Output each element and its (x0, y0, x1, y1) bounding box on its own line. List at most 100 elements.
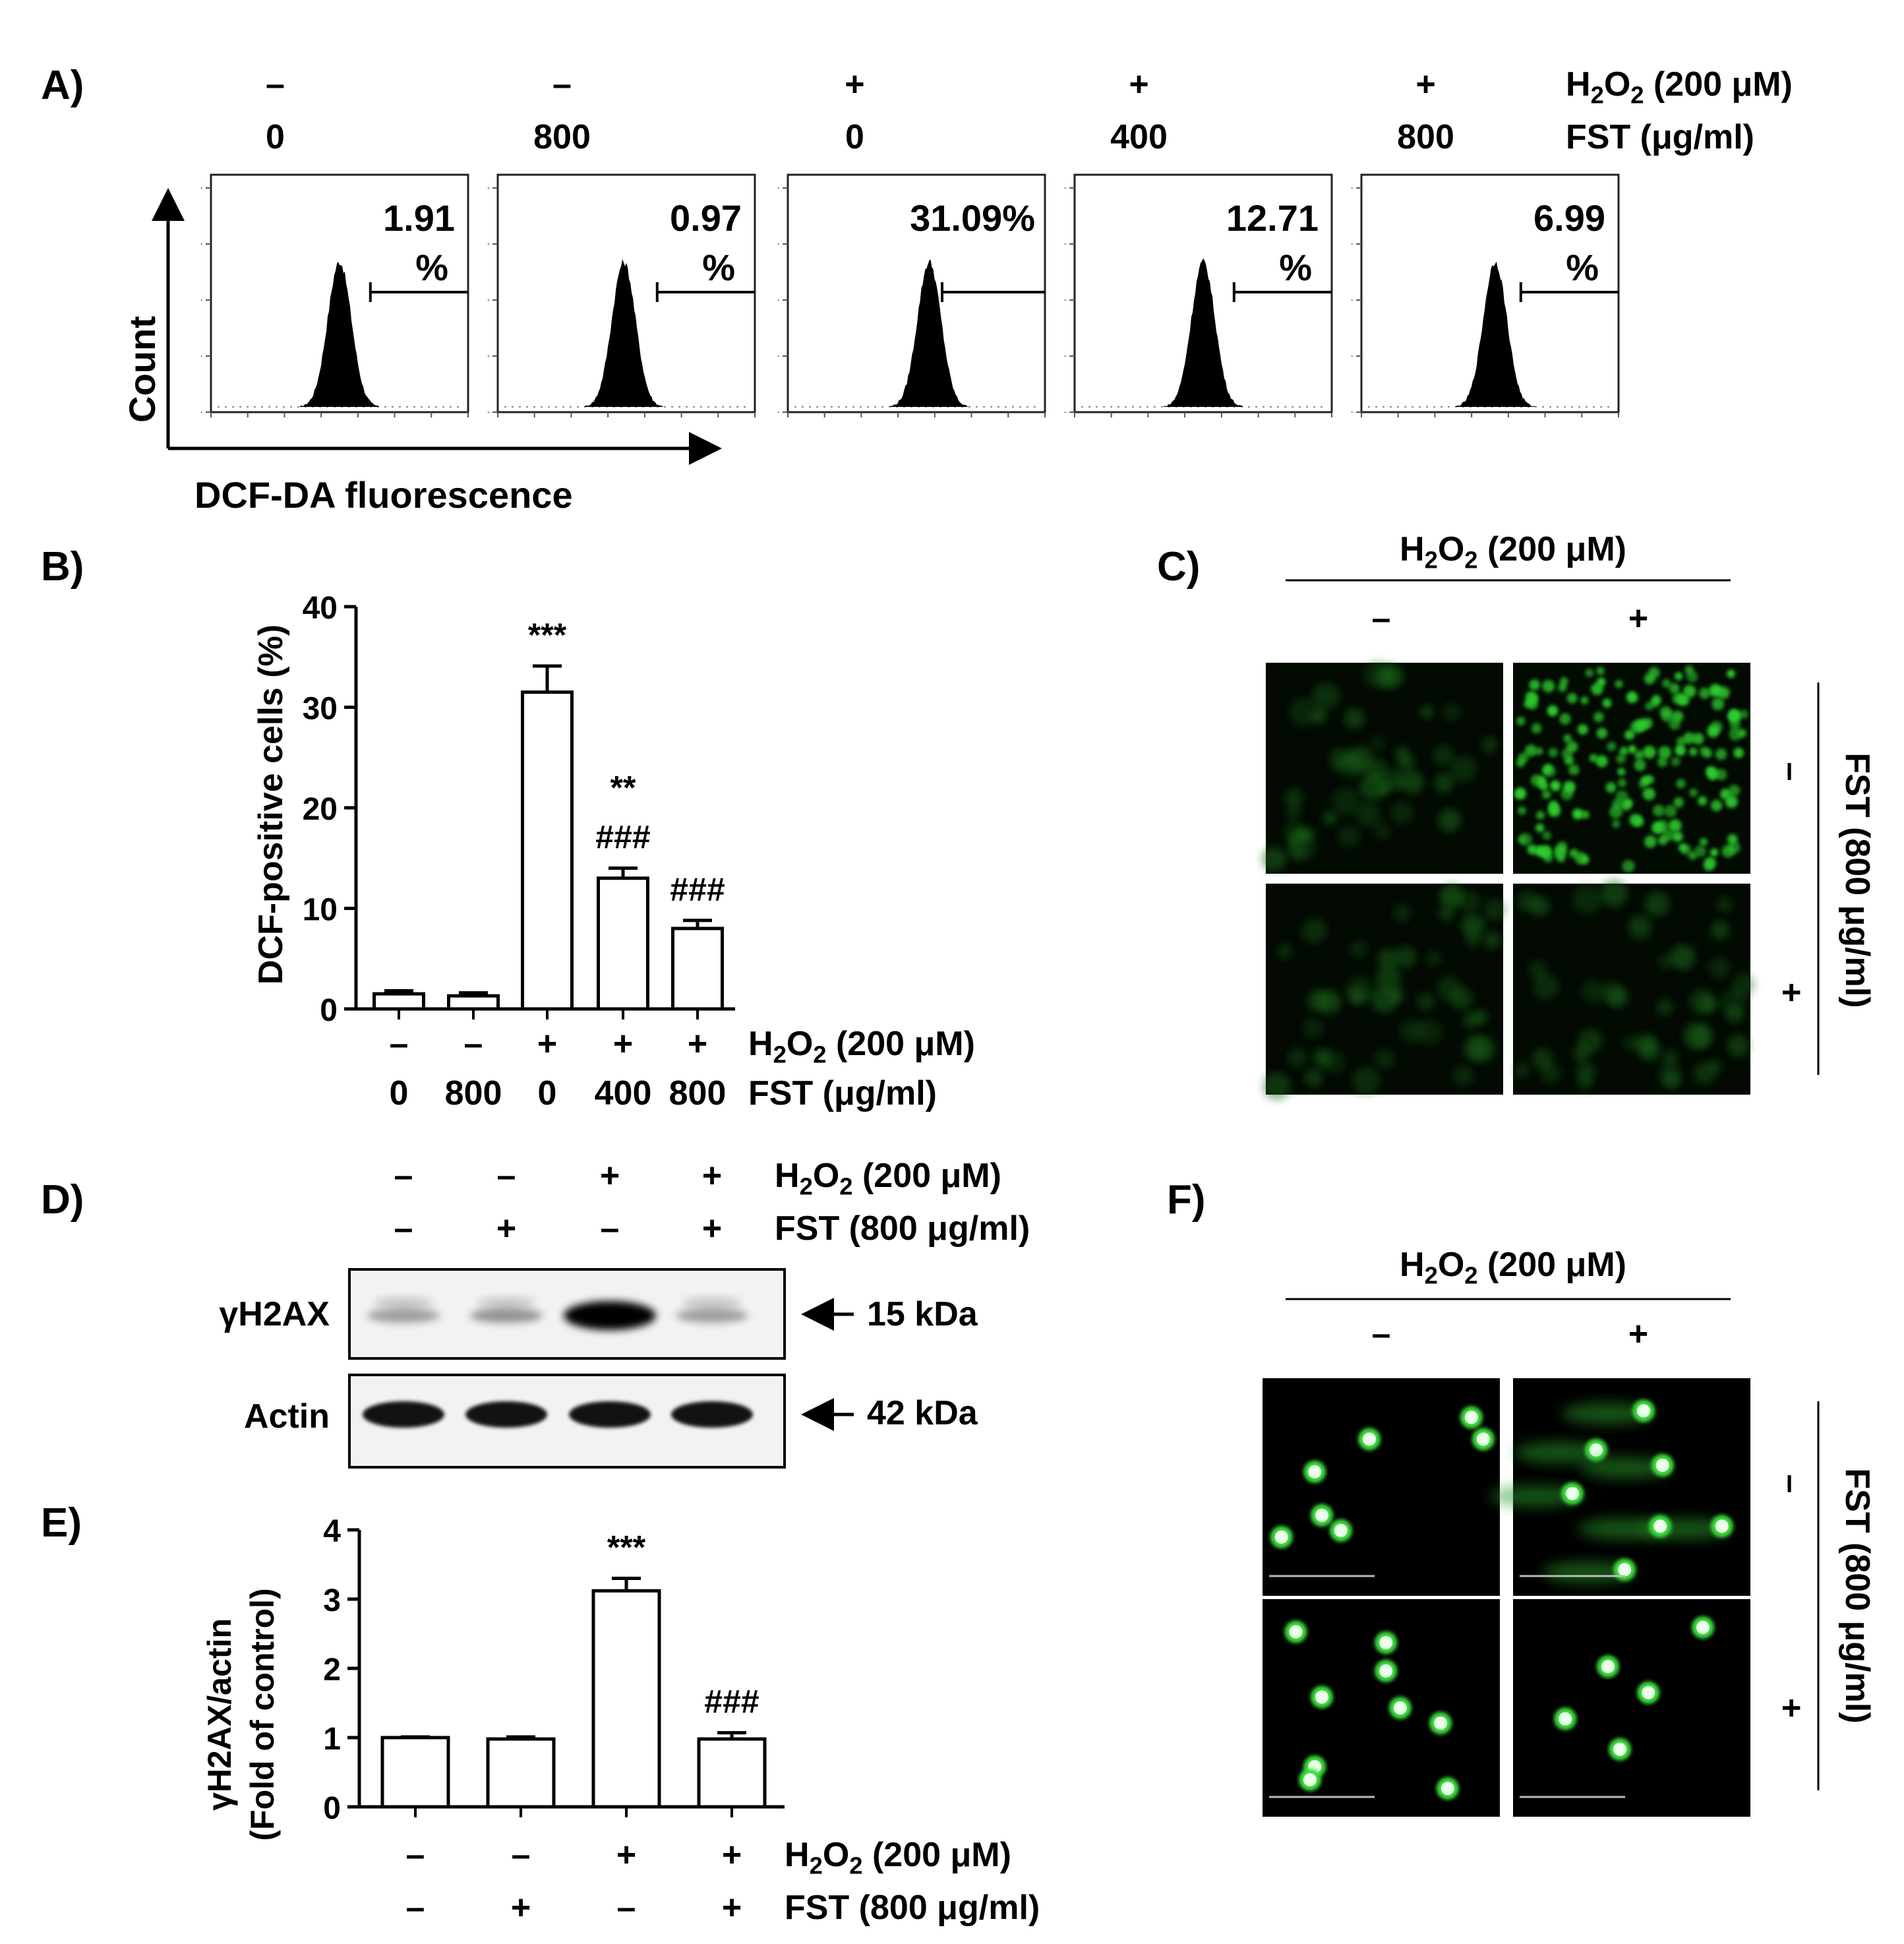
faint-cell (1330, 748, 1353, 772)
faint-cell (1690, 1025, 1712, 1048)
faint-cell (1628, 915, 1652, 939)
faint-cell (1352, 1067, 1381, 1095)
comet-tail (1580, 1457, 1673, 1478)
bar (591, 1589, 661, 1809)
histogram-y-tick-label: · (1063, 294, 1067, 305)
comet-tail (1490, 1485, 1582, 1507)
fluorescent-cell (1658, 746, 1671, 759)
fluorescent-cell (1710, 848, 1719, 857)
fluorescent-cell (1596, 677, 1606, 687)
faint-cell (1262, 846, 1287, 872)
faint-cell (1299, 827, 1315, 843)
fluorescent-cell (1674, 672, 1683, 681)
panel-b-fst-dose: 0 (390, 1074, 409, 1112)
faint-cell (1373, 822, 1392, 840)
panel-a-fst-dose: 400 (1110, 118, 1168, 156)
comet-head (1601, 1660, 1615, 1674)
fluorescent-cell (1698, 796, 1708, 806)
faint-cell (1449, 755, 1477, 783)
significance-annotation: *** (528, 617, 567, 653)
panel-e-h2o2-sign: + (616, 1836, 636, 1874)
fluorescent-cell (1559, 713, 1571, 725)
histogram-y-tick-label: · (200, 350, 203, 361)
panel-e-y-axis-label-line2: (Fold of control) (244, 1588, 281, 1840)
panel-a-h2o2-sign: – (266, 65, 285, 104)
faint-cell (1303, 1068, 1324, 1087)
fluorescent-cell (1630, 720, 1644, 734)
fluorescent-cell (1563, 734, 1572, 743)
gate-percent-unit: % (1279, 247, 1312, 288)
fluorescent-cell (1617, 778, 1626, 787)
histogram-y-tick-label: · (1350, 350, 1354, 361)
fluorescent-cell (1686, 671, 1698, 683)
bar (697, 1737, 767, 1809)
y-tick-label: 0 (320, 993, 338, 1028)
panel-b-y-axis-label: DCF-positive cells (%) (252, 624, 290, 985)
faint-cell (1344, 708, 1365, 729)
panel-b-h2o2-sign: – (464, 1025, 483, 1063)
fluorescent-cell (1542, 831, 1551, 840)
comet-image (1513, 1599, 1750, 1817)
panel-a-h2o2-sign: + (845, 65, 864, 104)
panel-b-label: B) (41, 544, 84, 590)
panel-d-h2o2-label: H2O2 (200 μM) (775, 1157, 1001, 1200)
fluorescent-cell (1514, 787, 1526, 800)
histogram-plot: · · · · · 1.91% (200, 173, 469, 417)
fluorescent-cell (1580, 696, 1589, 705)
fluorescent-cell (1534, 845, 1546, 857)
comet-head (1655, 1459, 1669, 1472)
faint-cell (1689, 988, 1715, 1015)
panel-f-label: F) (1167, 1177, 1206, 1223)
panel-b-fst-label: FST (μg/ml) (748, 1074, 937, 1112)
fluorescent-cell (1638, 779, 1648, 789)
comet-head (1441, 1782, 1454, 1796)
panel-a-fst-label: FST (μg/ml) (1566, 118, 1754, 156)
fluorescent-cell (1619, 746, 1628, 756)
panel-b-h2o2-sign: + (537, 1025, 557, 1063)
faint-cell (1727, 1035, 1750, 1057)
comet-head (1363, 1432, 1376, 1446)
faint-cell (1263, 1072, 1291, 1101)
fluorescent-cell (1688, 747, 1698, 756)
faint-cell (1710, 921, 1730, 940)
fluorescent-cell (1668, 819, 1682, 832)
panel-a: A) – 0 – 800 +0 +400 +800 H2O2 (200 μM) FST (μg/… (41, 63, 1793, 516)
faint-cell (1657, 1062, 1682, 1085)
faint-cell (1532, 1048, 1553, 1070)
faint-cell (1533, 974, 1559, 1000)
faint-cell (1288, 1048, 1307, 1067)
micrograph-image (1263, 883, 1506, 1101)
fluorescent-cell (1709, 684, 1722, 697)
panel-a-fst-dose: 0 (845, 118, 864, 156)
fluorescent-cell (1531, 723, 1542, 734)
fluorescent-cell (1739, 710, 1748, 719)
fluorescent-cell (1607, 741, 1617, 752)
panel-c-row-sign: – (1772, 762, 1810, 781)
histogram-y-tick-label: · (487, 406, 490, 417)
faint-cell (1393, 904, 1412, 922)
bar (521, 690, 574, 1011)
panel-f-row-sign: – (1772, 1474, 1810, 1494)
faint-cell (1400, 770, 1424, 795)
fluorescent-cell (1642, 787, 1655, 801)
faint-cell (1375, 965, 1402, 991)
histogram-y-tick-label: · (1063, 182, 1067, 193)
fluorescent-cell (1645, 775, 1655, 784)
fluorescent-cell (1622, 860, 1635, 873)
faint-cell (1284, 788, 1304, 808)
faint-cell (1662, 1050, 1679, 1066)
panel-e-fst-sign: + (511, 1889, 531, 1927)
fluorescent-cell (1715, 748, 1727, 760)
faint-cell (1363, 660, 1392, 688)
panel-c-col-sign: – (1372, 599, 1391, 638)
comet-image (1490, 1378, 1750, 1596)
faint-cell (1581, 979, 1606, 1004)
micrograph-image (1513, 880, 1756, 1095)
panel-a-h2o2-sign: + (1415, 65, 1435, 104)
fluorescent-cell (1729, 727, 1742, 741)
faint-cell (1708, 1059, 1722, 1074)
comet-head (1653, 1519, 1667, 1533)
panel-d-fst-label: FST (800 μg/ml) (775, 1209, 1030, 1248)
fluorescent-cell (1672, 692, 1684, 705)
